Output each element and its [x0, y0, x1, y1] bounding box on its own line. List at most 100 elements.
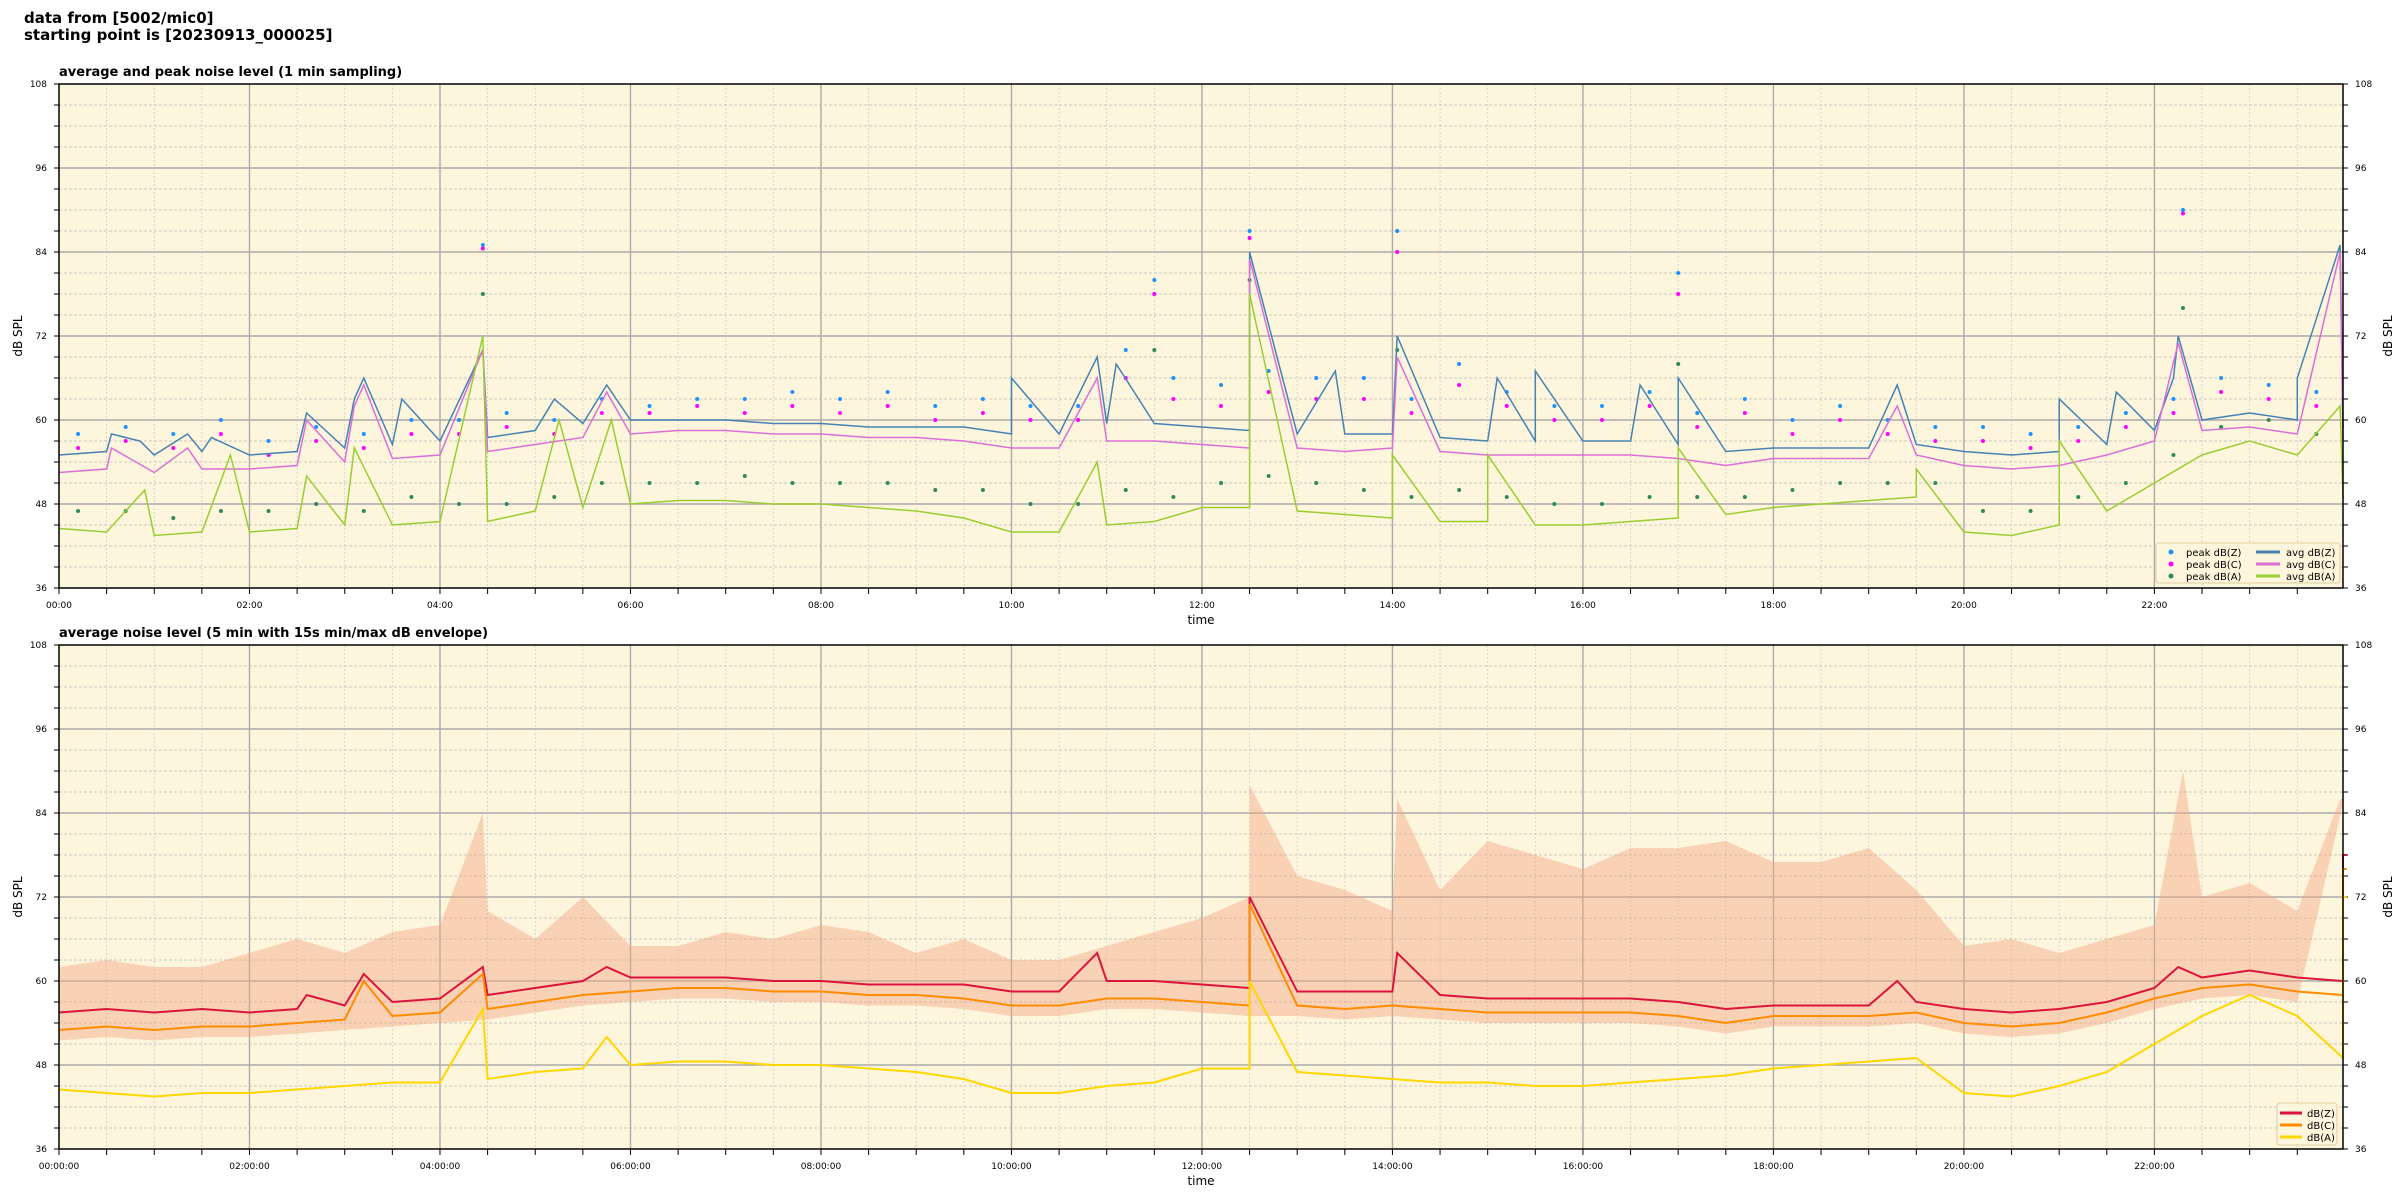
peak-db-z--point	[695, 397, 700, 401]
peak-db-z--point	[1123, 348, 1128, 352]
peak-db-c--point	[2076, 439, 2081, 443]
y-tick-label-right: 36	[2355, 1145, 2367, 1155]
peak-db-z--point	[1361, 376, 1366, 380]
peak-db-c--point	[980, 411, 985, 415]
x-tick-label: 00:00	[46, 601, 72, 611]
y-tick-label: 96	[36, 164, 48, 174]
y-tick-label-right: 72	[2355, 332, 2366, 342]
peak-db-c--point	[218, 432, 223, 436]
peak-db-a--point	[2123, 481, 2128, 485]
peak-db-a--point	[2171, 453, 2176, 457]
legend: dB(Z)dB(C)dB(A)	[2276, 1102, 2338, 1146]
peak-db-z--point	[2171, 397, 2176, 401]
peak-db-c--point	[933, 418, 938, 422]
y-tick-label-right: 96	[2355, 164, 2367, 174]
peak-db-a--point	[1152, 348, 1157, 352]
peak-db-a--point	[218, 509, 223, 513]
peak-db-c--point	[1676, 292, 1681, 296]
x-tick-label: 08:00:00	[801, 1162, 842, 1172]
x-axis-label: time	[1187, 613, 1214, 627]
peak-db-z--point	[1647, 390, 1652, 394]
y-tick-label: 48	[36, 500, 48, 510]
x-axis-label: time	[1187, 1174, 1214, 1188]
x-tick-label: 14:00	[1379, 601, 1405, 611]
avg-db-z--line	[58, 244, 2344, 456]
peak-db-a--point	[2219, 425, 2224, 429]
peak-db-a--point	[1028, 502, 1033, 506]
peak-db-z--point	[1219, 383, 1224, 387]
peak-db-c--point	[76, 446, 81, 450]
peak-db-z--point	[76, 432, 81, 436]
peak-db-z--point	[218, 418, 223, 422]
peak-db-c--point	[1152, 292, 1157, 296]
peak-db-c--point	[1552, 418, 1557, 422]
y-tick-label-right: 96	[2355, 725, 2367, 735]
x-tick-label: 18:00	[1760, 601, 1786, 611]
peak-db-a--point	[1695, 495, 1700, 499]
plot-frame	[58, 83, 2344, 589]
peak-db-z--point	[1076, 404, 1081, 408]
x-tick-label: 20:00:00	[1944, 1162, 1985, 1172]
y-axis-label: dB SPL	[11, 315, 25, 357]
x-tick-label: 04:00:00	[420, 1162, 461, 1172]
peak-db-a--point	[1076, 502, 1081, 506]
peak-db-z--point	[1676, 271, 1681, 275]
figure-title: data from [5002/mic0] starting point is …	[24, 10, 332, 44]
y-tick-label: 96	[36, 725, 48, 735]
peak-db-c--point	[361, 446, 366, 450]
peak-db-z--point	[1314, 376, 1319, 380]
chart-title: average noise level (5 min with 15s min/…	[59, 626, 488, 641]
peak-db-c--point	[1980, 439, 1985, 443]
peak-db-z--point	[1790, 418, 1795, 422]
peak-db-z--point	[1933, 425, 1938, 429]
peak-db-c--point	[171, 446, 176, 450]
x-tick-label: 12:00	[1189, 601, 1215, 611]
y-axis-label-right: dB SPL	[2381, 315, 2395, 357]
peak-db-c--point	[1885, 432, 1890, 436]
x-tick-label: 12:00:00	[1182, 1162, 1223, 1172]
peak-db-z--point	[1409, 397, 1414, 401]
peak-db-z--point	[1152, 278, 1157, 282]
peak-db-a--point	[1790, 488, 1795, 492]
peak-db-a--point	[1171, 495, 1176, 499]
x-tick-label: 02:00	[237, 601, 263, 611]
peak-db-c--point	[504, 425, 509, 429]
db-c--line	[58, 868, 2347, 1032]
legend: peak dB(Z)peak dB(C)peak dB(A)avg dB(Z)a…	[2155, 542, 2341, 584]
peak-db-a--point	[1457, 488, 1462, 492]
y-tick-label-right: 108	[2355, 80, 2372, 90]
legend-box	[2155, 542, 2341, 584]
peak-db-z--point	[1695, 411, 1700, 415]
y-tick-label-right: 36	[2355, 584, 2367, 594]
peak-db-c--point	[790, 404, 795, 408]
y-axis-label: dB SPL	[11, 876, 25, 918]
peak-db-c--point	[2123, 425, 2128, 429]
peak-db-a--point	[1409, 495, 1414, 499]
peak-db-z--point	[1247, 229, 1252, 233]
peak-db-a--point	[409, 495, 414, 499]
peak-db-a--point	[885, 481, 890, 485]
peak-db-a--point	[2028, 509, 2033, 513]
peak-db-c--point	[1266, 390, 1271, 394]
peak-db-c--point	[1171, 397, 1176, 401]
peak-db-a--point	[266, 509, 271, 513]
peak-db-z--point	[2180, 208, 2185, 212]
peak-db-z--point	[742, 397, 747, 401]
peak-db-z--point	[123, 425, 128, 429]
peak-db-a--point	[1647, 495, 1652, 499]
peak-db-c--point	[1838, 418, 1843, 422]
x-tick-label: 14:00:00	[1372, 1162, 1413, 1172]
y-tick-label-right: 60	[2355, 416, 2367, 426]
x-tick-label: 22:00:00	[2134, 1162, 2175, 1172]
peak-db-a--point	[838, 481, 843, 485]
peak-db-a--point	[1314, 481, 1319, 485]
db-z--line	[58, 854, 2347, 1014]
peak-db-a--point	[314, 502, 319, 506]
x-tick-label: 10:00	[998, 601, 1024, 611]
peak-db-a--point	[1552, 502, 1557, 506]
peak-db-a--point	[1219, 481, 1224, 485]
x-tick-label: 10:00:00	[991, 1162, 1032, 1172]
peak-db-c--point	[1028, 418, 1033, 422]
peak-db-c--point	[409, 432, 414, 436]
peak-db-a--point	[2266, 418, 2271, 422]
